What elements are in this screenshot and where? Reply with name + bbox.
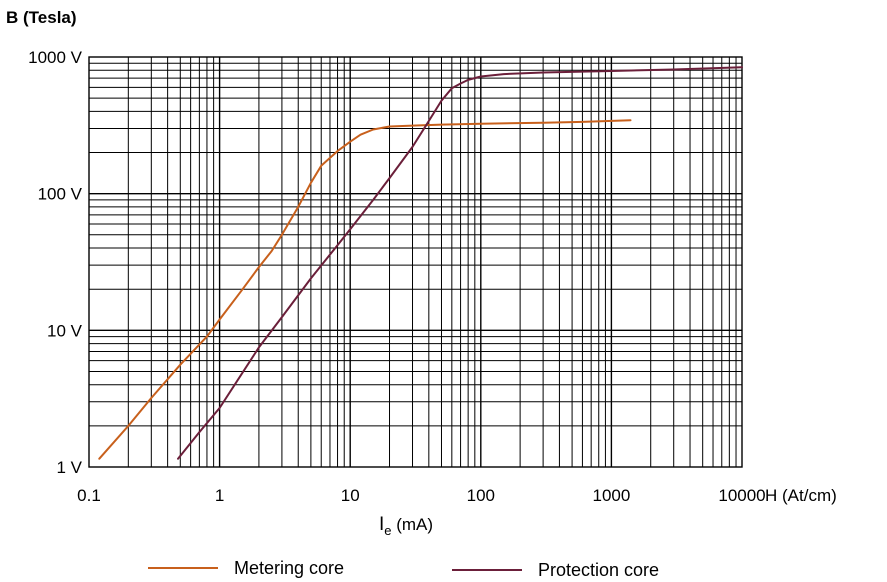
x-tick-label: 0.1 — [77, 486, 101, 505]
y-tick-label: 10 V — [47, 321, 83, 340]
series-line-protection-core — [177, 66, 743, 460]
legend-label-protection-core: Protection core — [538, 560, 659, 580]
x-tick-label: 10000 — [718, 486, 765, 505]
y-tick-label: 1000 V — [28, 48, 83, 67]
plot-frame — [88, 56, 743, 468]
x-axis-title-unit: (mA) — [392, 515, 434, 534]
x-tick-label: 10 — [341, 486, 360, 505]
x-tick-label: 1000 — [592, 486, 630, 505]
x-axis-title-subscript: e — [384, 523, 391, 538]
tick-labels: 0.1 1 10 100 1000 10000 1 V 10 V 100 V 1000 V — [28, 48, 766, 505]
series-layer — [98, 66, 743, 460]
x-axis-title-main: I — [379, 514, 384, 535]
legend: Metering core Protection core — [148, 558, 659, 580]
y-tick-label: 1 V — [56, 458, 82, 477]
grid — [89, 57, 742, 467]
y-axis-title: B (Tesla) — [6, 8, 77, 27]
y-tick-label: 100 V — [38, 185, 83, 204]
legend-label-metering-core: Metering core — [234, 558, 344, 578]
x-axis-title: Ie (mA) — [379, 514, 433, 538]
x-tick-label: 1 — [215, 486, 224, 505]
x-axis-unit-label: H (At/cm) — [765, 486, 837, 505]
x-tick-label: 100 — [467, 486, 495, 505]
series-line-metering-core — [98, 119, 632, 460]
